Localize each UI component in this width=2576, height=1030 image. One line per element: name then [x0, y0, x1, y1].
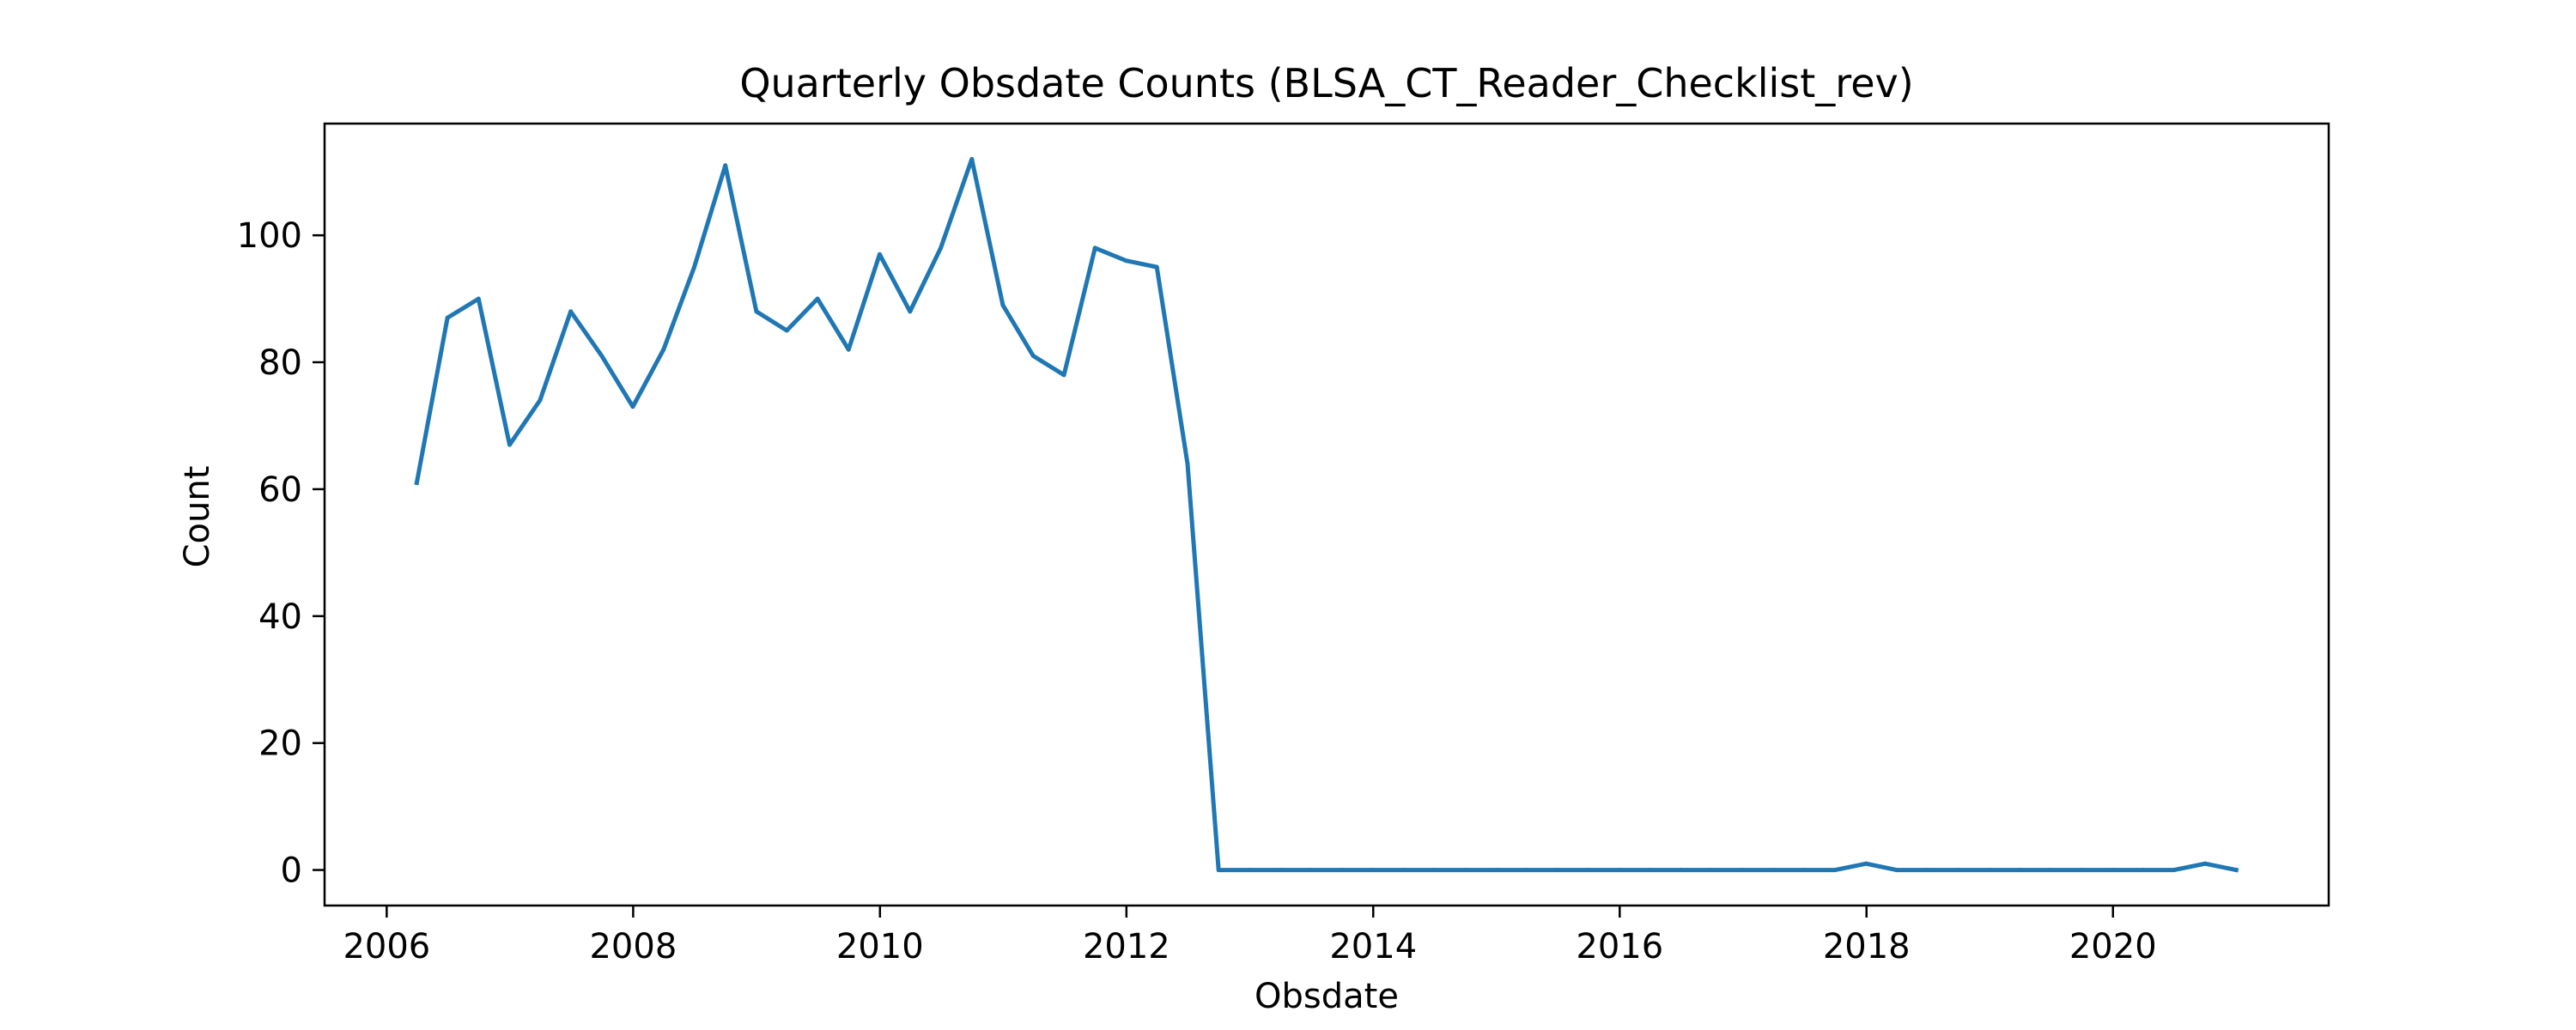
- data-point: [2202, 861, 2208, 866]
- data-point: [1741, 868, 1746, 873]
- data-point: [2017, 868, 2022, 873]
- data-point: [1431, 868, 1437, 873]
- data-point: [1000, 302, 1005, 307]
- x-axis-label: Obsdate: [1255, 977, 1399, 1016]
- y-tick-label: 20: [258, 724, 302, 764]
- y-axis: 0 20 40 60 80 100: [237, 216, 325, 891]
- chart-title: Quarterly Obsdate Counts (BLSA_CT_Reader…: [739, 60, 1913, 106]
- data-point: [815, 296, 820, 301]
- data-point: [1123, 258, 1128, 264]
- data-point: [1894, 868, 1899, 873]
- series-line: [414, 156, 2239, 873]
- data-point: [846, 347, 851, 352]
- data-point: [1524, 868, 1529, 873]
- data-point: [1154, 264, 1159, 270]
- data-point: [1832, 868, 1838, 873]
- data-point: [1617, 868, 1622, 873]
- data-point: [939, 245, 944, 251]
- data-point: [1185, 461, 1190, 466]
- data-point: [1462, 868, 1467, 873]
- data-point: [1710, 868, 1715, 873]
- data-point: [445, 315, 450, 320]
- y-tick-label: 80: [258, 343, 302, 383]
- data-point: [507, 442, 512, 447]
- data-point: [2110, 868, 2115, 873]
- x-tick-label: 2020: [2069, 927, 2157, 966]
- data-point: [1309, 868, 1314, 873]
- data-point: [908, 309, 913, 314]
- data-point: [1555, 868, 1560, 873]
- x-axis: 2006 2008 2010 2012 2014 2016 2018 2020: [343, 906, 2157, 966]
- data-point: [2048, 868, 2053, 873]
- data-point: [2233, 868, 2239, 873]
- data-point: [1030, 354, 1036, 359]
- data-point: [538, 397, 543, 403]
- data-point: [2079, 868, 2084, 873]
- x-tick-label: 2010: [836, 927, 924, 966]
- data-point: [1586, 868, 1591, 873]
- x-tick-label: 2018: [1823, 927, 1911, 966]
- data-point: [476, 296, 481, 301]
- data-point: [568, 309, 574, 314]
- data-point: [661, 347, 666, 352]
- data-point: [2172, 868, 2177, 873]
- data-point: [1247, 868, 1252, 873]
- data-point: [723, 163, 728, 168]
- data-point: [414, 481, 419, 486]
- data-point: [1278, 868, 1283, 873]
- data-point: [692, 264, 697, 270]
- data-point: [1678, 868, 1683, 873]
- data-point: [1092, 245, 1097, 251]
- data-point: [1924, 868, 1929, 873]
- plot-area: [414, 156, 2239, 873]
- y-axis-label: Count: [178, 466, 217, 568]
- data-point: [1771, 868, 1776, 873]
- data-point: [969, 156, 975, 161]
- x-tick-label: 2008: [589, 927, 677, 966]
- data-point: [1400, 868, 1406, 873]
- data-point: [1061, 373, 1066, 378]
- data-point: [1340, 868, 1345, 873]
- plot-frame: [323, 122, 2330, 907]
- y-tick-label: 40: [258, 597, 302, 637]
- data-point: [877, 251, 882, 257]
- data-point: [599, 354, 605, 359]
- data-point: [1370, 868, 1376, 873]
- y-tick-label: 0: [281, 851, 302, 891]
- data-point: [1493, 868, 1498, 873]
- x-tick-label: 2014: [1329, 927, 1417, 966]
- x-tick-label: 2012: [1083, 927, 1170, 966]
- data-point: [1987, 868, 1992, 873]
- data-point: [1801, 868, 1807, 873]
- data-point: [630, 404, 635, 409]
- data-point: [1863, 861, 1868, 866]
- data-point: [1648, 868, 1653, 873]
- data-point: [1216, 868, 1221, 873]
- x-tick-label: 2006: [343, 927, 430, 966]
- data-point: [784, 328, 789, 333]
- data-point: [754, 309, 759, 314]
- y-tick-label: 60: [258, 470, 302, 510]
- data-point: [1956, 868, 1961, 873]
- data-point: [2141, 868, 2146, 873]
- x-tick-label: 2016: [1576, 927, 1663, 966]
- y-tick-label: 100: [237, 216, 302, 256]
